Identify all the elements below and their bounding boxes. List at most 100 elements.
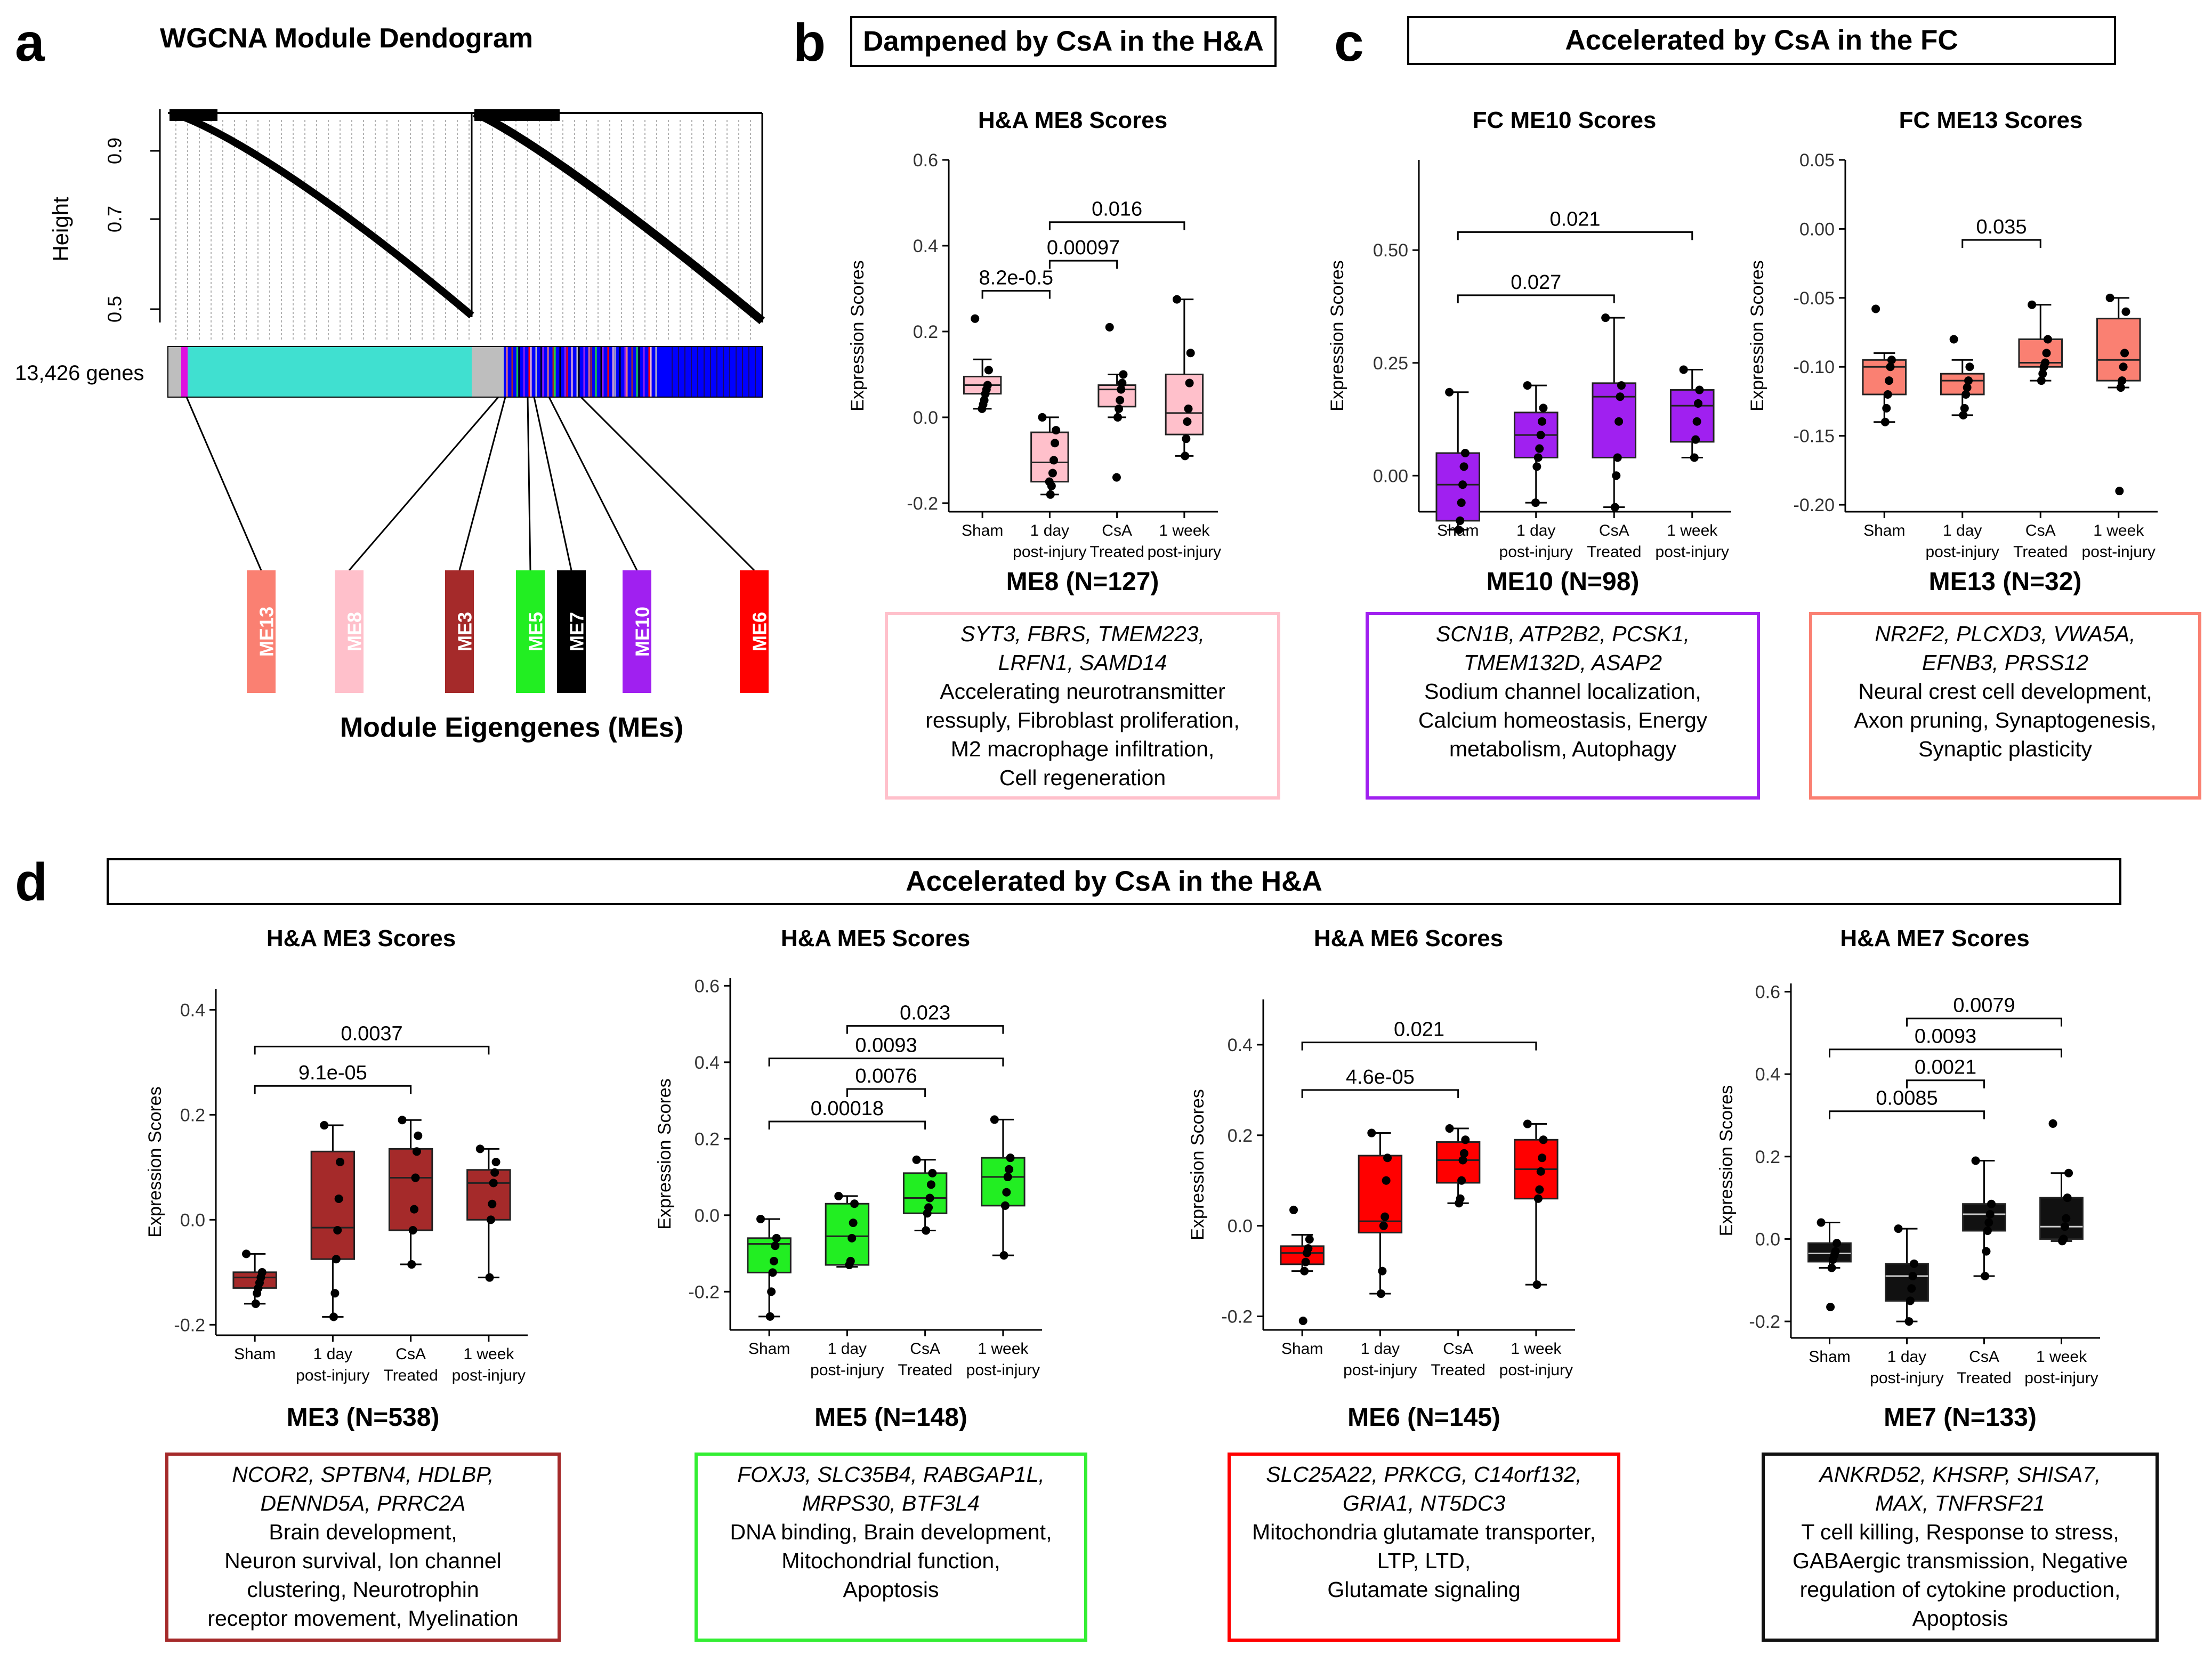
y-tick-label: -0.2 xyxy=(1221,1307,1253,1327)
colorbar-module-stripe xyxy=(626,346,628,397)
data-point xyxy=(768,1268,777,1277)
box-2 xyxy=(1592,382,1637,458)
data-point xyxy=(1305,1235,1314,1244)
y-tick-label: 0.50 xyxy=(1373,240,1408,261)
data-point xyxy=(1045,477,1054,486)
module-genes: DENND5A, PRRC2A xyxy=(260,1491,466,1515)
chart-me6: H&A ME6 Scores 0.4 0.2 0.0 -0.2 Expression Sc… xyxy=(1188,925,1575,1379)
data-point xyxy=(1183,417,1192,426)
module-description: DNA binding, Brain development, xyxy=(730,1520,1052,1544)
data-point xyxy=(1538,417,1547,426)
colorbar-grey-segment xyxy=(472,346,504,397)
module-description: clustering, Neurotrophin xyxy=(247,1577,479,1602)
data-point xyxy=(1965,362,1974,372)
x-tick-label: 1 week xyxy=(1511,1340,1562,1358)
module-description: regulation of cytokine production, xyxy=(1799,1577,2121,1602)
data-point xyxy=(1119,370,1128,379)
x-tick-label: Treated xyxy=(1957,1369,2011,1387)
panel-label-a: a xyxy=(15,13,45,72)
x-tick-label: CsA xyxy=(1969,1348,1999,1366)
module-description: Neuron survival, Ion channel xyxy=(224,1548,502,1573)
data-point xyxy=(1692,417,1701,426)
data-point xyxy=(1533,1194,1543,1203)
y-tick-label: 0.2 xyxy=(913,322,938,342)
colorbar-module-stripe xyxy=(607,346,609,397)
data-point xyxy=(1445,388,1454,397)
x-tick-label: Treated xyxy=(1089,543,1144,561)
module-description: Synaptic plasticity xyxy=(1918,737,2092,761)
sig-label: 0.023 xyxy=(900,1002,950,1024)
module-connector-line xyxy=(458,397,506,571)
colorbar-module-stripe xyxy=(729,346,730,397)
module-description: Mitochondria glutamate transporter, xyxy=(1252,1520,1596,1544)
module-genes: ANKRD52, KHSRP, SHISA7, xyxy=(1819,1462,2101,1487)
colorbar-module-stripe xyxy=(559,346,561,397)
dendro-cluster-left xyxy=(169,109,474,319)
data-point xyxy=(1983,1226,1992,1235)
data-point xyxy=(1535,444,1544,453)
data-point xyxy=(926,1180,935,1189)
data-point xyxy=(407,1260,416,1269)
data-point xyxy=(333,1226,342,1235)
data-point xyxy=(1694,399,1703,408)
module-swatch-me5 xyxy=(516,570,545,693)
data-point xyxy=(1984,1218,1993,1227)
data-point xyxy=(1302,1248,1311,1257)
x-tick-label: Sham xyxy=(234,1345,276,1363)
data-point xyxy=(1982,1247,1991,1256)
y-tick-label: -0.20 xyxy=(1794,495,1835,515)
dendrogram-title: WGCNA Module Dendogram xyxy=(160,23,534,54)
data-point xyxy=(408,1226,417,1235)
y-tick-label: 0.4 xyxy=(913,236,938,256)
colorbar-module-stripe xyxy=(547,346,549,397)
y-tick-label: -0.2 xyxy=(174,1315,205,1335)
data-point xyxy=(1617,381,1626,390)
box-3 xyxy=(2039,1197,2084,1240)
data-point xyxy=(1046,490,1055,499)
data-point xyxy=(1456,516,1465,525)
panel-label-b: b xyxy=(793,13,826,72)
y-tick-label: 0.00 xyxy=(1373,466,1408,486)
charts-layer: H&A ME8 Scores 0.6 0.4 0.2 0.0 -0.2 Expression… xyxy=(145,107,2158,1387)
data-point xyxy=(1613,453,1622,462)
data-point xyxy=(1048,469,1057,478)
data-point xyxy=(1052,426,1061,435)
sig-bracket xyxy=(846,1025,1004,1034)
module-description: Calcium homeostasis, Energy xyxy=(1418,708,1708,732)
data-point xyxy=(923,1209,932,1218)
data-point xyxy=(336,1158,345,1166)
colorbar-module-stripe xyxy=(566,346,568,397)
module-description: LTP, LTD, xyxy=(1377,1548,1471,1573)
dendro-dense-top xyxy=(169,109,217,121)
data-point xyxy=(2120,349,2129,358)
module-label-me6: ME6 (N=145) xyxy=(1347,1403,1500,1432)
sig-label: 9.1e-05 xyxy=(298,1062,367,1084)
colorbar-module-stripe xyxy=(511,346,513,397)
colorbar-module-stripe xyxy=(518,346,520,397)
colorbar-module-stripe xyxy=(742,346,743,397)
colorbar-module-stripe xyxy=(672,346,673,397)
x-tick-label: post-injury xyxy=(2082,543,2156,561)
chart-title: H&A ME7 Scores xyxy=(1840,925,2029,951)
data-point xyxy=(1182,434,1191,443)
data-point xyxy=(849,1219,858,1228)
data-point xyxy=(2121,307,2130,316)
module-connector-line xyxy=(580,396,755,571)
module-swatch-me6 xyxy=(740,570,769,693)
data-point xyxy=(772,1233,781,1242)
data-point xyxy=(488,1199,497,1208)
data-point xyxy=(850,1199,859,1208)
data-point xyxy=(1832,1239,1842,1248)
x-tick-label: post-injury xyxy=(1499,543,1573,561)
colorbar-module-stripe xyxy=(638,346,640,397)
y-tick-label: 0.0 xyxy=(1755,1229,1780,1249)
colorbar-module-stripe xyxy=(506,346,508,397)
data-point xyxy=(1003,1173,1012,1182)
data-point xyxy=(1894,1224,1903,1233)
y-tick-label: -0.10 xyxy=(1794,357,1835,377)
sig-label: 0.0085 xyxy=(1876,1087,1937,1110)
data-point xyxy=(2058,1237,2067,1246)
data-point xyxy=(1445,1124,1454,1133)
data-point xyxy=(1533,453,1543,462)
